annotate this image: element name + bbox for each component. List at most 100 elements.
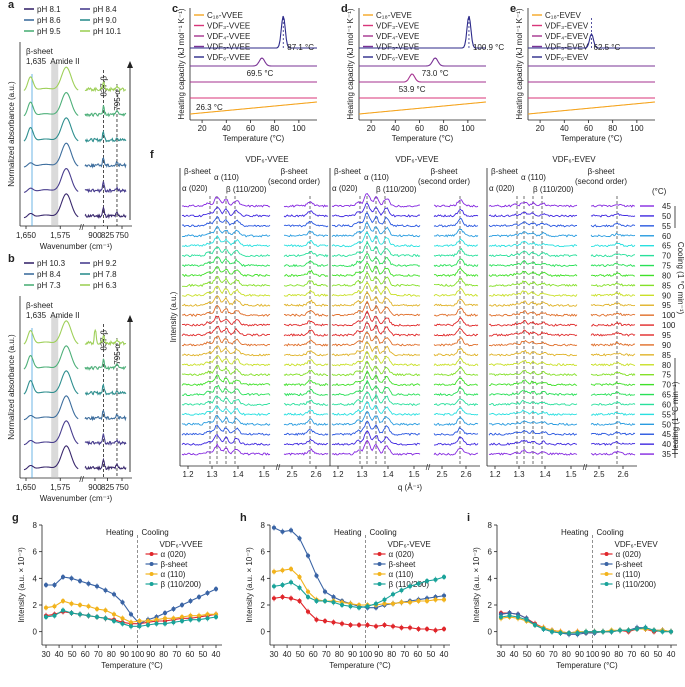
heating-label: Heating <box>334 528 362 537</box>
waxs-trace <box>331 360 421 377</box>
legend-marker <box>377 552 382 556</box>
x-tick-label: 60 <box>640 650 649 659</box>
waxs-trace <box>181 424 271 436</box>
waxs-trace <box>331 240 421 258</box>
waxs-trace <box>488 349 578 357</box>
spectrum-ph-8.4 <box>23 168 79 193</box>
waxs-trace <box>283 369 328 377</box>
temperature-label: 55 <box>662 222 671 231</box>
waxs-trace <box>182 275 271 288</box>
y-tick-label: 4 <box>261 574 266 583</box>
waxs-trace <box>331 351 421 367</box>
panel-label-g: g <box>12 512 19 524</box>
peak-label-alpha-020: α (020) <box>332 184 358 193</box>
amide-band <box>51 62 59 226</box>
waxs-trace <box>331 202 421 218</box>
waxs-trace <box>433 407 479 416</box>
x-tick-label: 80 <box>159 650 168 659</box>
peak-label-alpha-110: α (110) <box>521 173 546 182</box>
waxs-trace <box>331 262 421 277</box>
annotation-amide-ii: Amide II <box>50 57 79 66</box>
spectrum-fingerprint <box>84 409 127 422</box>
waxs-trace <box>283 309 329 317</box>
waxs-trace <box>181 364 271 377</box>
waxs-trace <box>283 399 329 406</box>
x-tick-label: 80 <box>335 650 344 659</box>
waxs-trace <box>433 217 479 228</box>
waxs-trace <box>433 228 479 238</box>
waxs-trace <box>331 322 421 337</box>
temperature-label: 65 <box>662 391 671 400</box>
waxs-trace <box>331 430 421 446</box>
annotation-795: 795-α <box>113 344 122 365</box>
x-tick-label: 30 <box>42 650 51 659</box>
trend-title: VDF₆-VVEE <box>160 540 203 549</box>
waxs-trace <box>331 221 421 238</box>
waxs-trace <box>181 374 271 387</box>
x-tick-label: 60 <box>584 124 593 133</box>
x-tick-label: 90 <box>374 650 383 659</box>
temperature-label: 95 <box>662 331 671 340</box>
waxs-trace <box>181 196 271 208</box>
ftir-panel-a: pH 8.1 pH 8.4 pH 8.6 pH 9.0 pH 9.5 pH 10.1 Nor… <box>7 5 133 251</box>
waxs-trace <box>488 201 578 208</box>
waxs-trace <box>181 266 271 278</box>
y-tick-label: 6 <box>488 548 493 557</box>
peak-label-alpha-020: α (020) <box>489 184 515 193</box>
legend-entry: VDF₄-EVEV <box>545 32 589 41</box>
waxs-trace <box>488 359 577 367</box>
legend-marker <box>377 582 382 586</box>
cooling-label: Cooling <box>370 528 397 537</box>
x-tick-label: 20 <box>536 124 545 133</box>
annotation-837: 837-β <box>99 330 108 351</box>
axis-break: // <box>79 223 84 232</box>
waxs-trace <box>590 204 636 208</box>
legend-entry: pH 7.8 <box>93 270 117 279</box>
y-tick-label: 0 <box>261 628 266 637</box>
waxs-trace <box>433 307 479 317</box>
waxs-trace <box>433 416 479 426</box>
waxs-trace <box>181 414 271 426</box>
panel-label-e: e <box>510 3 516 15</box>
waxs-trace <box>591 282 636 287</box>
ftir-panel-b: pH 10.3 pH 9.2 pH 8.4 pH 7.8 pH 7.3 pH 6.3 Nor… <box>7 259 133 503</box>
panel-label-c: c <box>172 3 178 15</box>
legend-entry: VDF₆-VEVE <box>376 53 419 62</box>
spectrum-fingerprint <box>84 130 127 143</box>
dsc-curve-4 <box>359 57 486 67</box>
axis-break: // <box>79 475 84 484</box>
legend-marker <box>604 562 609 566</box>
legend-entry: VDF₆-VVEE <box>207 53 250 62</box>
temperature-label: 95 <box>662 301 671 310</box>
waxs-trace <box>181 215 271 228</box>
y-axis-label: Heating capacity (kJ mol⁻¹ K⁻¹) <box>177 8 186 119</box>
x-tick-label: 1.4 <box>382 470 394 479</box>
x-tick-label: 1.5 <box>565 470 577 479</box>
temperature-label: 55 <box>662 410 671 419</box>
temperature-label: 60 <box>662 400 671 409</box>
legend-entry: C₁₈-VVEE <box>207 11 243 20</box>
temperature-label: 65 <box>662 242 671 251</box>
x-tick-label: 1.4 <box>539 470 551 479</box>
annotation-795: 795-α <box>113 90 122 111</box>
legend-marker <box>149 582 154 586</box>
waxs-trace <box>181 443 271 456</box>
waxs-trace <box>331 300 421 317</box>
cooling-label: Cooling (1 °C min⁻¹) <box>676 242 685 315</box>
spectrum-ph-6.3 <box>23 320 79 345</box>
peak-label-beta-110-200: β (110/200) <box>376 185 417 194</box>
panel-label-h: h <box>240 512 247 524</box>
temperature-label: 80 <box>662 361 671 370</box>
waxs-trace <box>590 213 636 218</box>
x-tick-label: 90 <box>575 650 584 659</box>
waxs-trace <box>331 370 421 387</box>
waxs-trace <box>331 410 421 426</box>
waxs-trace <box>488 448 578 456</box>
waxs-trace <box>590 232 636 238</box>
legend-entry: C₁₈-VEVE <box>376 11 412 20</box>
waxs-trace <box>488 329 578 337</box>
temperature-label: 60 <box>662 232 671 241</box>
y-tick-label: 8 <box>488 521 493 530</box>
waxs-trace <box>433 299 479 307</box>
spectrum-fingerprint <box>84 105 127 118</box>
